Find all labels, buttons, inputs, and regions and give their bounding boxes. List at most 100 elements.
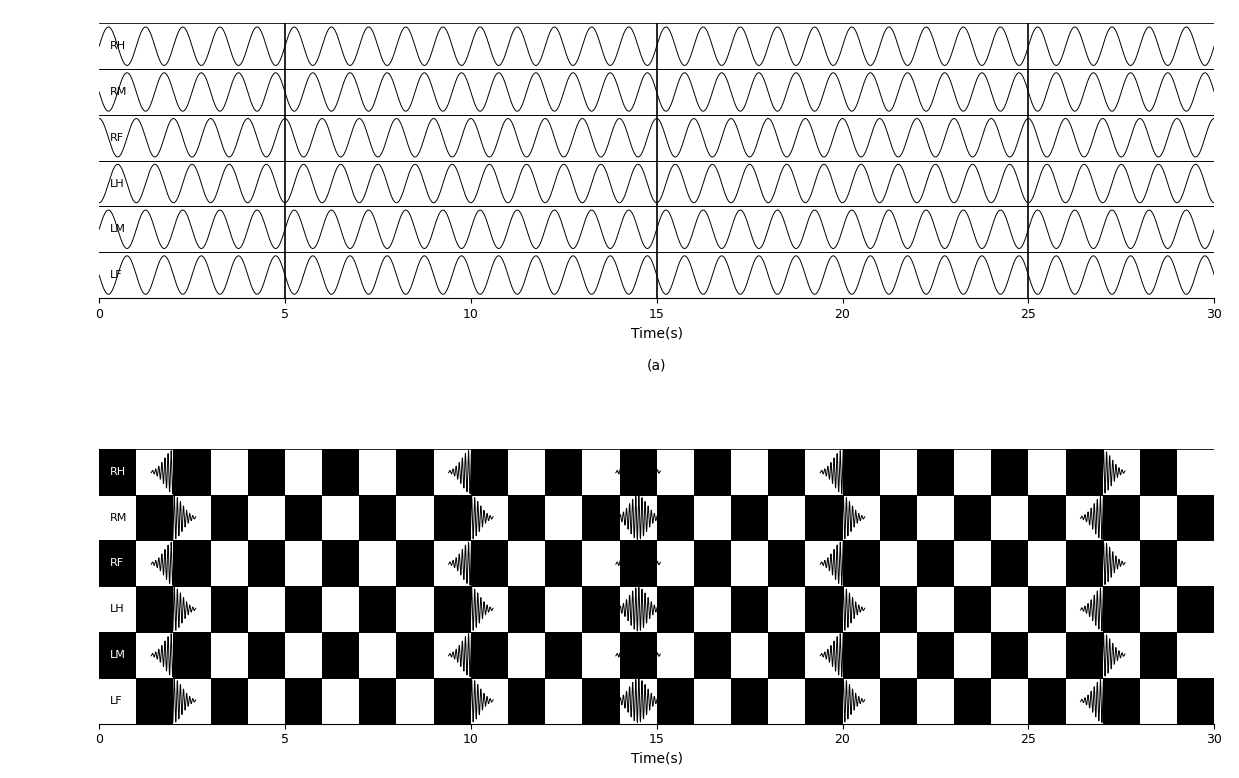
Text: (a): (a) — [647, 359, 667, 373]
Bar — [1177, 678, 1214, 724]
Bar — [768, 632, 805, 678]
Bar — [1066, 632, 1103, 678]
Bar — [248, 632, 285, 678]
Bar — [136, 678, 173, 724]
Bar — [657, 678, 694, 724]
Bar — [322, 632, 359, 678]
Bar — [694, 632, 731, 678]
Bar — [991, 449, 1028, 495]
Bar — [582, 495, 620, 541]
Bar — [248, 449, 285, 495]
Bar — [880, 587, 917, 632]
Bar — [1177, 495, 1214, 541]
Bar — [211, 495, 248, 541]
Bar — [1140, 541, 1177, 587]
Bar — [880, 495, 917, 541]
Bar — [359, 678, 396, 724]
Bar — [1103, 495, 1140, 541]
Bar — [843, 541, 880, 587]
Bar — [396, 449, 434, 495]
Bar — [1103, 587, 1140, 632]
Bar — [396, 541, 434, 587]
Bar — [508, 678, 545, 724]
Bar — [359, 495, 396, 541]
Bar — [1066, 449, 1103, 495]
Text: LH: LH — [110, 178, 125, 188]
Bar — [731, 495, 768, 541]
Bar — [917, 632, 954, 678]
Bar — [285, 495, 322, 541]
Bar — [545, 632, 582, 678]
Bar — [694, 449, 731, 495]
Bar — [582, 678, 620, 724]
Bar — [582, 587, 620, 632]
Text: RF: RF — [110, 559, 124, 569]
Bar — [620, 449, 657, 495]
Text: LF: LF — [110, 270, 123, 280]
Bar — [805, 587, 843, 632]
Bar — [1028, 495, 1066, 541]
Bar — [694, 541, 731, 587]
Bar — [917, 541, 954, 587]
Text: RF: RF — [110, 133, 124, 142]
Bar — [322, 449, 359, 495]
Bar — [471, 541, 508, 587]
Bar — [285, 678, 322, 724]
Bar — [508, 495, 545, 541]
Bar — [991, 632, 1028, 678]
Text: LH: LH — [110, 605, 125, 614]
Bar — [657, 495, 694, 541]
Bar — [434, 495, 471, 541]
Text: RM: RM — [110, 87, 128, 97]
Bar — [99, 632, 136, 678]
Bar — [508, 587, 545, 632]
Bar — [434, 587, 471, 632]
Bar — [471, 632, 508, 678]
Bar — [359, 587, 396, 632]
Text: RM: RM — [110, 513, 128, 523]
Bar — [843, 449, 880, 495]
Bar — [322, 541, 359, 587]
Bar — [211, 678, 248, 724]
Bar — [954, 495, 991, 541]
Bar — [768, 541, 805, 587]
Text: RH: RH — [110, 467, 126, 477]
Bar — [99, 541, 136, 587]
Bar — [136, 495, 173, 541]
Text: RH: RH — [110, 41, 126, 51]
Bar — [620, 541, 657, 587]
X-axis label: Time(s): Time(s) — [631, 752, 683, 766]
Bar — [954, 678, 991, 724]
Bar — [1103, 678, 1140, 724]
Bar — [285, 587, 322, 632]
X-axis label: Time(s): Time(s) — [631, 326, 683, 340]
Bar — [173, 449, 211, 495]
Bar — [805, 495, 843, 541]
Bar — [657, 587, 694, 632]
Bar — [434, 678, 471, 724]
Bar — [173, 541, 211, 587]
Bar — [471, 449, 508, 495]
Bar — [1066, 541, 1103, 587]
Bar — [620, 632, 657, 678]
Bar — [545, 541, 582, 587]
Bar — [173, 632, 211, 678]
Text: LM: LM — [110, 650, 126, 660]
Bar — [1140, 449, 1177, 495]
Bar — [1140, 632, 1177, 678]
Bar — [1177, 587, 1214, 632]
Bar — [1028, 678, 1066, 724]
Bar — [99, 449, 136, 495]
Bar — [136, 587, 173, 632]
Bar — [954, 587, 991, 632]
Bar — [396, 632, 434, 678]
Bar — [991, 541, 1028, 587]
Bar — [731, 587, 768, 632]
Bar — [880, 678, 917, 724]
Text: LM: LM — [110, 224, 126, 234]
Bar — [1028, 587, 1066, 632]
Bar — [805, 678, 843, 724]
Bar — [248, 541, 285, 587]
Bar — [211, 587, 248, 632]
Text: LF: LF — [110, 696, 123, 706]
